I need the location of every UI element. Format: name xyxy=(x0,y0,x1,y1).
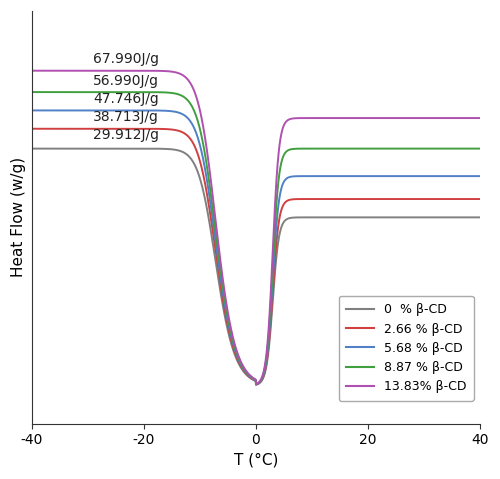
Y-axis label: Heat Flow (w/g): Heat Flow (w/g) xyxy=(11,157,26,277)
Text: 47.746J/g: 47.746J/g xyxy=(94,92,159,106)
Text: 29.912J/g: 29.912J/g xyxy=(94,128,160,142)
X-axis label: T (°C): T (°C) xyxy=(234,453,278,468)
Text: 67.990J/g: 67.990J/g xyxy=(94,52,160,66)
Text: 38.713J/g: 38.713J/g xyxy=(94,110,159,124)
Text: 56.990J/g: 56.990J/g xyxy=(94,73,160,88)
Legend: 0  % β-CD, 2.66 % β-CD, 5.68 % β-CD, 8.87 % β-CD, 13.83% β-CD: 0 % β-CD, 2.66 % β-CD, 5.68 % β-CD, 8.87… xyxy=(339,296,474,401)
